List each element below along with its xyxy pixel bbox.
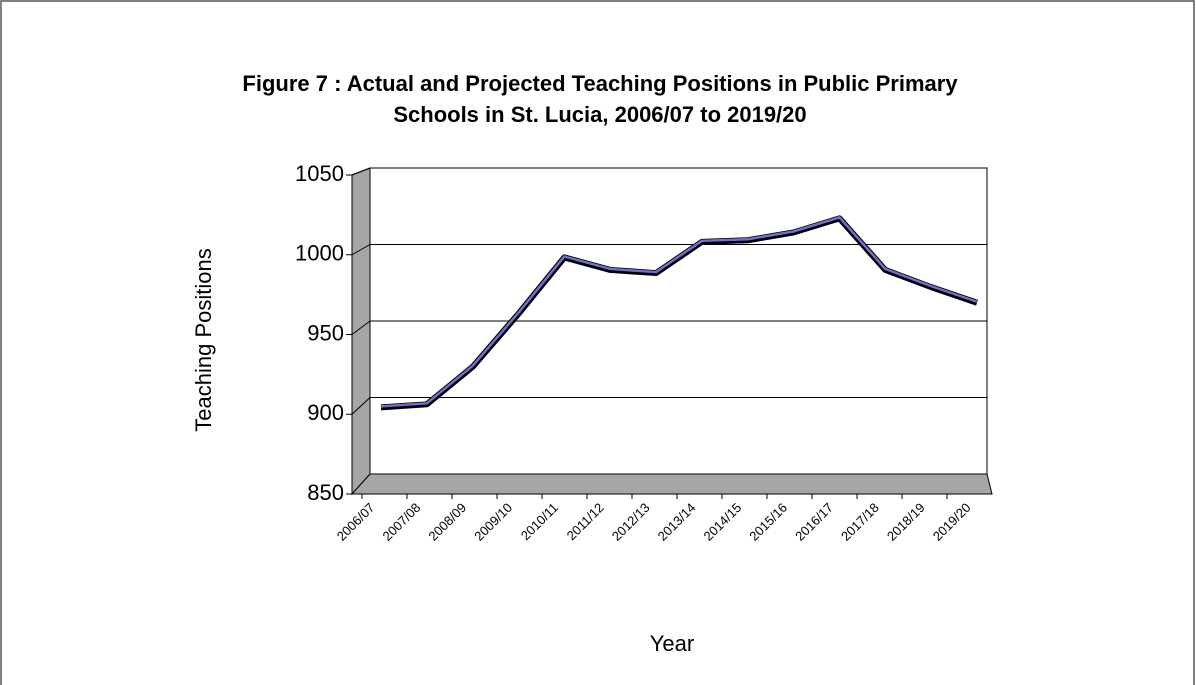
y-axis-label: Teaching Positions (191, 248, 216, 431)
y-tick-label: 950 (307, 320, 344, 345)
y-tick-label: 1050 (295, 161, 344, 186)
floor (350, 473, 993, 495)
y-tick-label: 850 (307, 480, 344, 505)
y-tick-label: 1000 (295, 241, 344, 266)
data-line (380, 216, 978, 408)
chart-title: Schools in St. Lucia, 2006/07 to 2019/20 (393, 102, 806, 127)
grid-line (351, 397, 371, 415)
grid-line (351, 167, 371, 176)
side-wall (351, 167, 371, 496)
chart-title: Figure 7 : Actual and Projected Teaching… (242, 71, 958, 96)
y-tick-label: 900 (307, 400, 344, 425)
grid-line (351, 244, 371, 256)
x-axis-label: Year (650, 631, 694, 656)
grid-line (351, 320, 371, 335)
